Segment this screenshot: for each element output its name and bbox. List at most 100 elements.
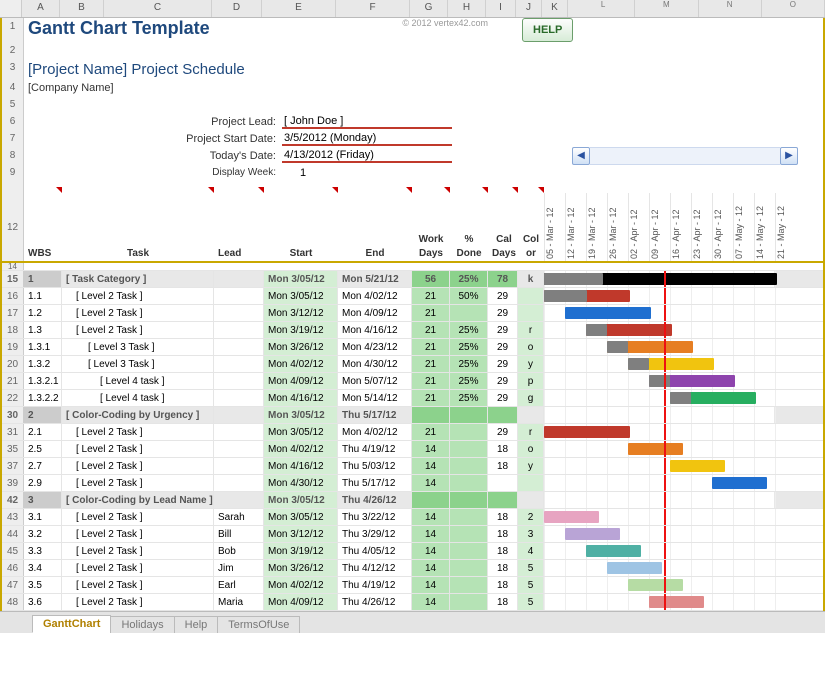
cell-wbs[interactable]: 1.2	[24, 305, 62, 321]
cell-lead[interactable]	[214, 356, 264, 372]
row-5[interactable]: 5	[2, 96, 24, 113]
cell-wbs[interactable]: 3.3	[24, 543, 62, 559]
cell-caldays[interactable]: 18	[488, 560, 518, 576]
cell-color[interactable]: 3	[518, 526, 544, 542]
cell-lead[interactable]: Maria	[214, 594, 264, 610]
cell-pctdone[interactable]: 25%	[450, 271, 488, 287]
cell-lead[interactable]: Bill	[214, 526, 264, 542]
cell-lead[interactable]	[214, 424, 264, 440]
cell-start[interactable]: Mon 4/16/12	[264, 458, 338, 474]
cell-caldays[interactable]: 18	[488, 594, 518, 610]
cell-lead[interactable]	[214, 458, 264, 474]
cell-workdays[interactable]: 21	[412, 390, 450, 406]
cell-lead[interactable]	[214, 492, 264, 508]
task-row[interactable]: 201.3.2[ Level 3 Task ]Mon 4/02/12Mon 4/…	[2, 356, 823, 373]
task-row[interactable]: 453.3[ Level 2 Task ]BobMon 3/19/12Thu 4…	[2, 543, 823, 560]
row-number[interactable]: 31	[2, 424, 24, 440]
cell-start[interactable]: Mon 3/26/12	[264, 339, 338, 355]
cell-color[interactable]	[518, 305, 544, 321]
cell-start[interactable]: Mon 3/05/12	[264, 424, 338, 440]
cell-start[interactable]: Mon 3/05/12	[264, 407, 338, 423]
cell-end[interactable]: Thu 3/22/12	[338, 509, 412, 525]
cell-end[interactable]: Thu 4/26/12	[338, 594, 412, 610]
cell-color[interactable]: 5	[518, 560, 544, 576]
task-row[interactable]: 221.3.2.2[ Level 4 task ]Mon 4/16/12Mon …	[2, 390, 823, 407]
cell-caldays[interactable]: 29	[488, 339, 518, 355]
cell-end[interactable]: Mon 4/30/12	[338, 356, 412, 372]
row-1[interactable]: 1	[2, 18, 24, 42]
cell-start[interactable]: Mon 4/02/12	[264, 356, 338, 372]
cell-caldays[interactable]: 78	[488, 271, 518, 287]
cell-wbs[interactable]: 1.3.2	[24, 356, 62, 372]
cell-color[interactable]: y	[518, 356, 544, 372]
cell-pctdone[interactable]	[450, 594, 488, 610]
cell-task[interactable]: [ Level 2 Task ]	[62, 577, 214, 593]
cell-pctdone[interactable]: 25%	[450, 390, 488, 406]
cell-color[interactable]: p	[518, 373, 544, 389]
cell-workdays[interactable]: 56	[412, 271, 450, 287]
row-number[interactable]: 48	[2, 594, 24, 610]
help-button[interactable]: HELP	[522, 18, 573, 42]
cell-task[interactable]: [ Level 2 Task ]	[62, 560, 214, 576]
cell-workdays[interactable]: 14	[412, 475, 450, 491]
cell-caldays[interactable]: 18	[488, 509, 518, 525]
cell-pctdone[interactable]: 50%	[450, 288, 488, 304]
cell-lead[interactable]: Jim	[214, 560, 264, 576]
cell-wbs[interactable]: 1	[24, 271, 62, 287]
cell-lead[interactable]	[214, 271, 264, 287]
cell-caldays[interactable]: 29	[488, 373, 518, 389]
cell-caldays[interactable]: 18	[488, 441, 518, 457]
cell-workdays[interactable]: 21	[412, 305, 450, 321]
cell-start[interactable]: Mon 4/02/12	[264, 441, 338, 457]
row-3[interactable]: 3	[2, 59, 24, 79]
task-row[interactable]: 423[ Color-Coding by Lead Name ]Mon 3/05…	[2, 492, 823, 509]
cell-workdays[interactable]: 14	[412, 509, 450, 525]
cell-color[interactable]: o	[518, 339, 544, 355]
cell-task[interactable]: [ Level 2 Task ]	[62, 305, 214, 321]
cell-color[interactable]: o	[518, 441, 544, 457]
cell-task[interactable]: [ Level 2 Task ]	[62, 526, 214, 542]
cell-color[interactable]: 4	[518, 543, 544, 559]
cell-start[interactable]: Mon 3/26/12	[264, 560, 338, 576]
lead-value[interactable]: [ John Doe ]	[282, 115, 452, 129]
cell-lead[interactable]	[214, 475, 264, 491]
cell-wbs[interactable]: 3.6	[24, 594, 62, 610]
cell-wbs[interactable]: 2.9	[24, 475, 62, 491]
task-row[interactable]: 433.1[ Level 2 Task ]SarahMon 3/05/12Thu…	[2, 509, 823, 526]
cell-end[interactable]: Thu 3/29/12	[338, 526, 412, 542]
cell-wbs[interactable]: 1.3	[24, 322, 62, 338]
cell-caldays[interactable]: 29	[488, 356, 518, 372]
tab-ganttchart[interactable]: GanttChart	[32, 615, 111, 633]
cell-pctdone[interactable]	[450, 543, 488, 559]
cell-color[interactable]	[518, 475, 544, 491]
cell-workdays[interactable]: 14	[412, 594, 450, 610]
cell-workdays[interactable]: 21	[412, 424, 450, 440]
cell-task[interactable]: [ Level 4 task ]	[62, 390, 214, 406]
row-number[interactable]: 37	[2, 458, 24, 474]
cell-end[interactable]: Thu 4/05/12	[338, 543, 412, 559]
row-number[interactable]: 17	[2, 305, 24, 321]
cell-pctdone[interactable]	[450, 560, 488, 576]
cell-pctdone[interactable]	[450, 509, 488, 525]
task-row[interactable]: 392.9[ Level 2 Task ]Mon 4/30/12Thu 5/17…	[2, 475, 823, 492]
cell-start[interactable]: Mon 3/19/12	[264, 543, 338, 559]
cell-workdays[interactable]: 14	[412, 560, 450, 576]
tab-holidays[interactable]: Holidays	[110, 616, 174, 633]
col-J[interactable]: J	[516, 0, 542, 17]
cell-color[interactable]: r	[518, 322, 544, 338]
cell-lead[interactable]	[214, 441, 264, 457]
cell-workdays[interactable]: 21	[412, 288, 450, 304]
cell-workdays[interactable]: 14	[412, 577, 450, 593]
tab-help[interactable]: Help	[174, 616, 219, 633]
cell-caldays[interactable]: 18	[488, 526, 518, 542]
row-7[interactable]: 7	[2, 130, 24, 147]
row-number[interactable]: 20	[2, 356, 24, 372]
cell-lead[interactable]	[214, 373, 264, 389]
cell-end[interactable]: Thu 4/26/12	[338, 492, 412, 508]
row-number[interactable]: 46	[2, 560, 24, 576]
cell-wbs[interactable]: 3.4	[24, 560, 62, 576]
row-number[interactable]: 47	[2, 577, 24, 593]
cell-pctdone[interactable]	[450, 407, 488, 423]
row-number[interactable]: 22	[2, 390, 24, 406]
col-A[interactable]: A	[22, 0, 60, 17]
